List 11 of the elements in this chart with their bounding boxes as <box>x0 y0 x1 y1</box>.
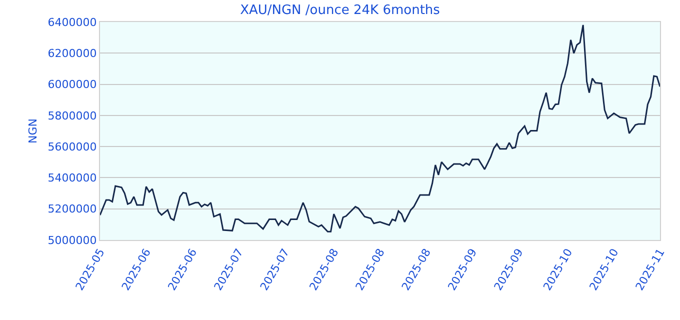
y-tick-label: 5800000 <box>48 109 97 122</box>
chart-title: XAU/NGN /ounce 24K 6months <box>240 2 440 18</box>
y-tick-label: 6200000 <box>48 46 97 60</box>
line-series <box>100 24 660 232</box>
y-tick-label: 5000000 <box>48 234 97 247</box>
y-tick-label: 6000000 <box>48 78 97 92</box>
y-axis-title: NGN <box>26 118 40 144</box>
y-tick-label: 5400000 <box>48 172 97 185</box>
y-tick-label: 5200000 <box>48 202 97 216</box>
y-tick-label: 5600000 <box>48 140 97 154</box>
y-tick-label: 6400000 <box>48 16 97 29</box>
